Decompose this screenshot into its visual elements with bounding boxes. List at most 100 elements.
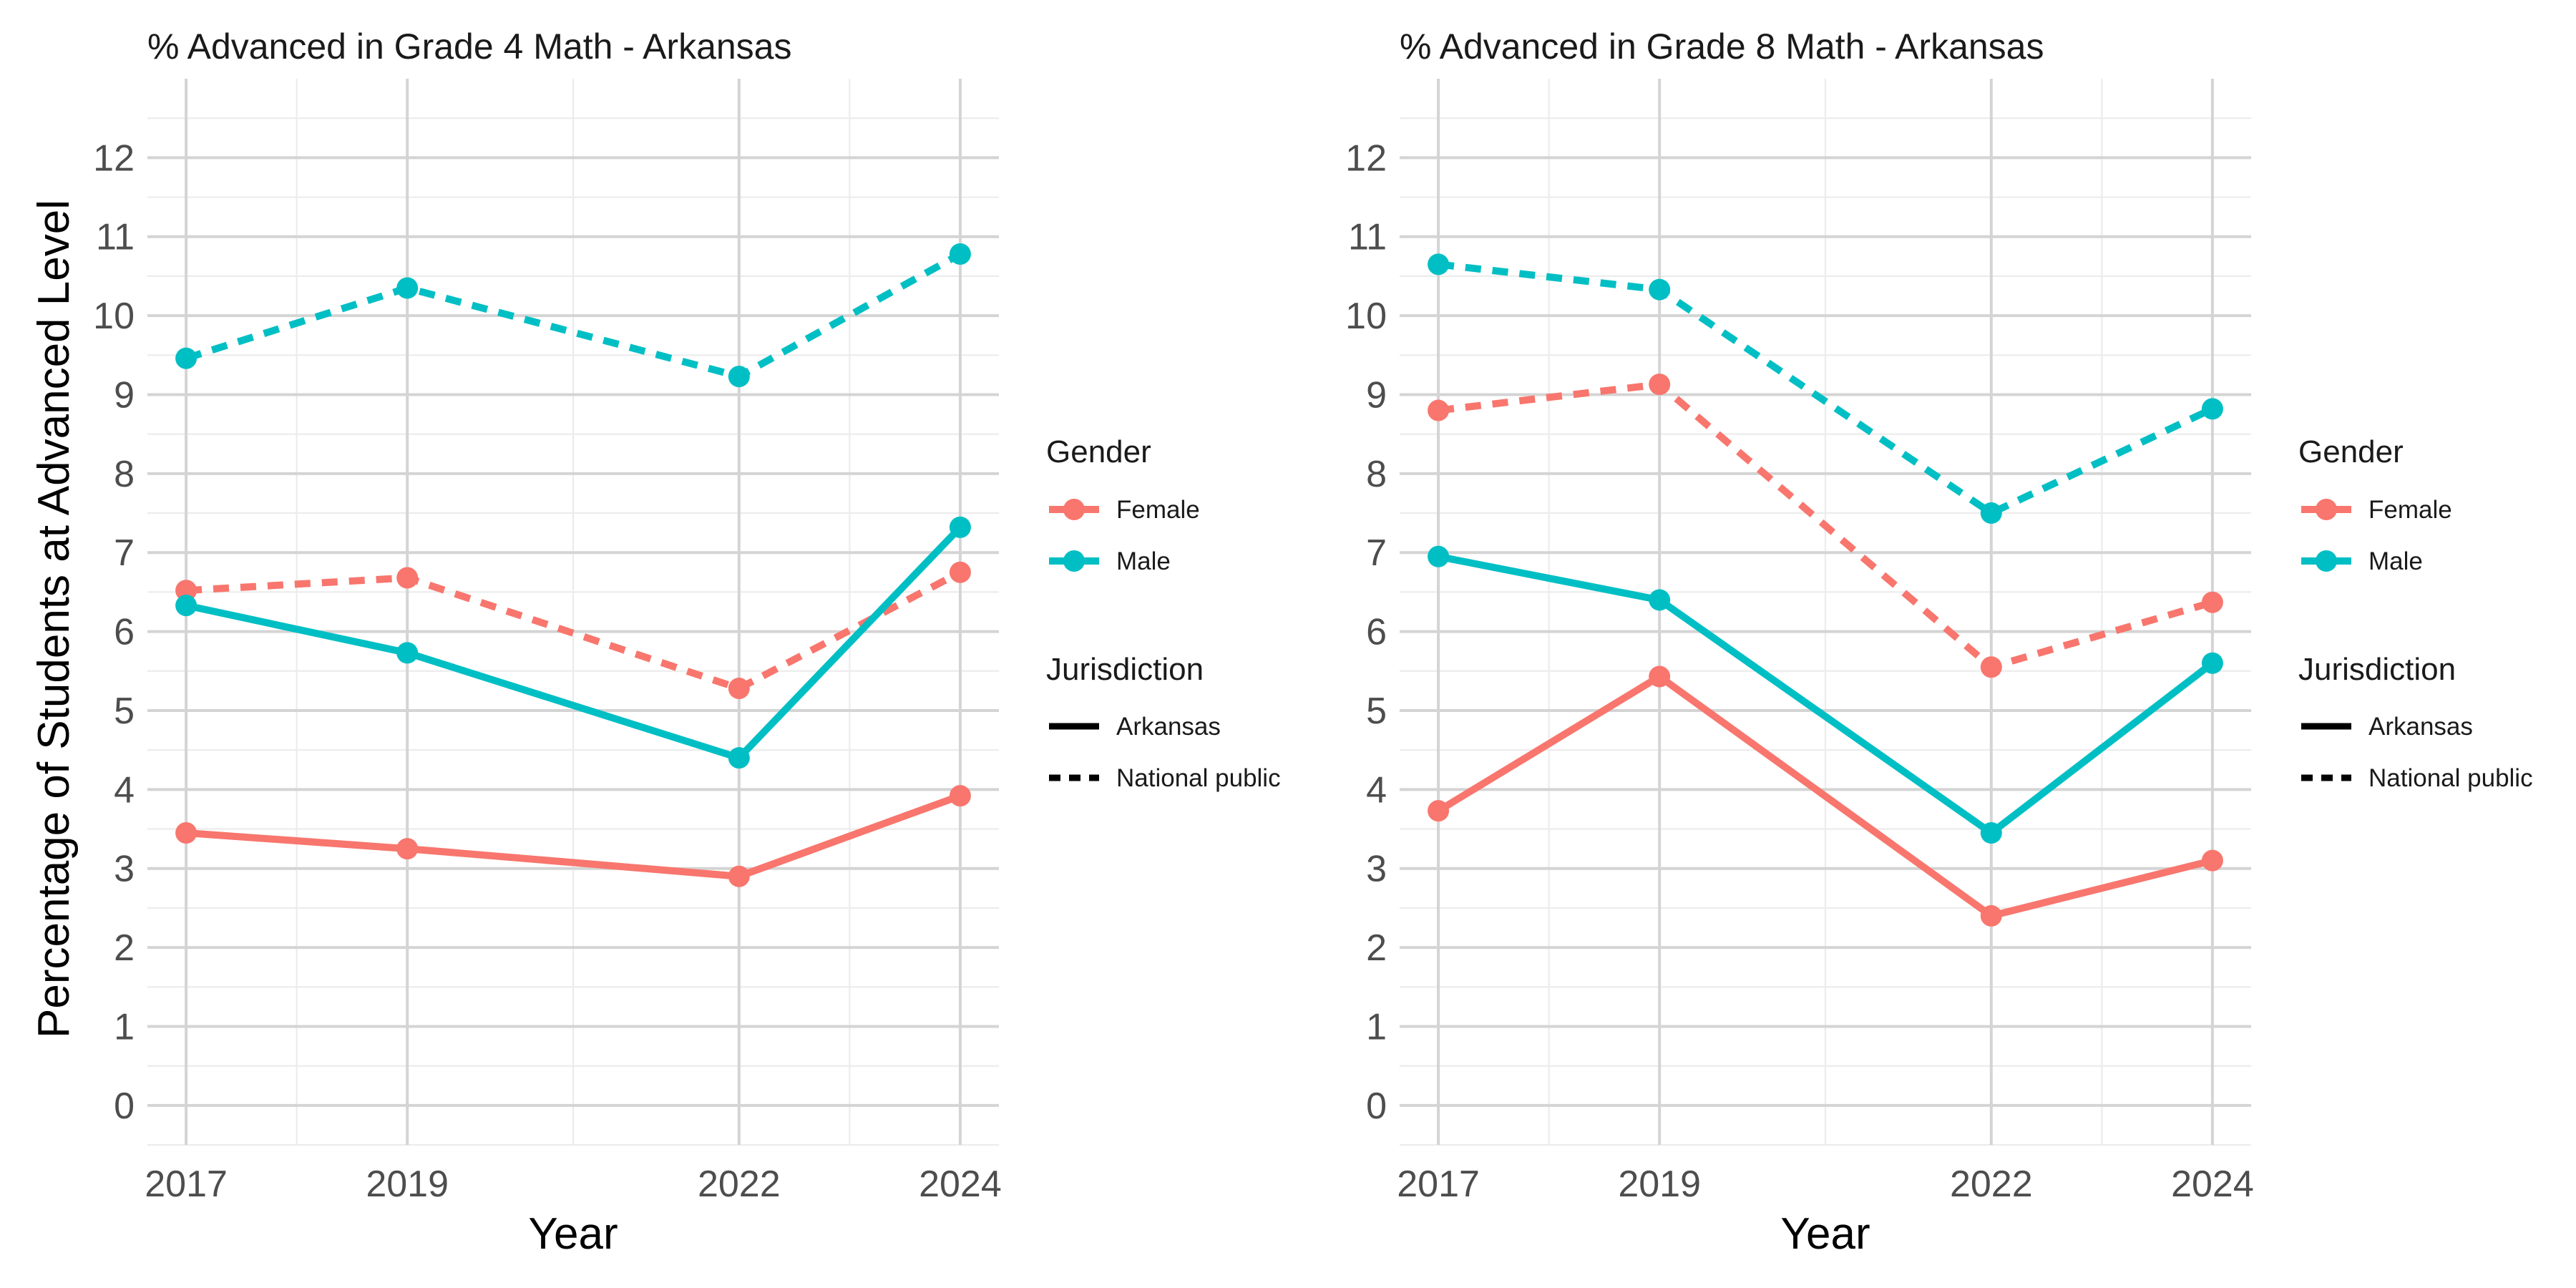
data-point xyxy=(949,561,971,583)
series-line xyxy=(1438,381,2214,671)
data-point xyxy=(175,347,197,369)
data-point xyxy=(2201,398,2223,420)
data-point xyxy=(949,785,971,807)
y-tick-label: 12 xyxy=(93,137,135,179)
x-axis-title: Year xyxy=(528,1209,618,1259)
series-male-national-public xyxy=(1428,253,2223,525)
data-point xyxy=(1980,822,2002,844)
legend-key-point xyxy=(2316,550,2337,572)
series-male-arkansas xyxy=(175,516,971,769)
series-line xyxy=(185,792,962,880)
legend-label: National public xyxy=(2368,764,2533,792)
data-point xyxy=(396,838,419,860)
x-tick-label: 2022 xyxy=(1950,1163,2033,1205)
y-tick-label: 6 xyxy=(114,612,135,653)
legend-label: Male xyxy=(2368,547,2423,575)
chart-title: % Advanced in Grade 4 Math - Arkansas xyxy=(147,26,792,67)
series-line xyxy=(185,525,963,762)
data-point xyxy=(1428,800,1450,822)
data-point xyxy=(2201,652,2223,674)
legend-title-gender: Gender xyxy=(2298,434,2404,469)
legend-label: Female xyxy=(1116,496,1200,524)
data-point xyxy=(1649,665,1671,688)
data-point xyxy=(175,580,197,602)
legend-label: Male xyxy=(1116,547,1171,575)
data-point xyxy=(175,822,197,844)
legend-key-point xyxy=(1063,550,1085,572)
y-axis-title: Percentage of Students at Advanced Level xyxy=(29,200,79,1038)
y-tick-label: 8 xyxy=(1366,454,1387,495)
series-female-arkansas xyxy=(1428,665,2223,927)
data-point xyxy=(1649,374,1671,396)
y-tick-label: 9 xyxy=(114,374,135,416)
data-point xyxy=(175,595,197,617)
data-point xyxy=(1428,545,1450,567)
chart-panel-2: % Advanced in Grade 8 Math - Arkansas012… xyxy=(1345,26,2532,1259)
y-tick-label: 7 xyxy=(114,532,135,574)
legend-key-point xyxy=(2316,499,2337,520)
data-point xyxy=(396,277,419,299)
legend-title-jurisdiction: Jurisdiction xyxy=(2298,652,2456,687)
x-axis-title: Year xyxy=(1780,1209,1870,1259)
x-tick-label: 2019 xyxy=(1618,1163,1701,1205)
x-tick-label: 2024 xyxy=(2171,1163,2254,1205)
y-tick-label: 7 xyxy=(1366,532,1387,574)
y-tick-label: 10 xyxy=(1345,296,1387,337)
y-tick-label: 1 xyxy=(1366,1006,1387,1048)
legend-title-jurisdiction: Jurisdiction xyxy=(1046,652,1204,687)
data-point xyxy=(1980,502,2002,525)
y-tick-label: 12 xyxy=(1345,137,1387,179)
chart-panel-1: % Advanced in Grade 4 Math - Arkansas012… xyxy=(29,26,1281,1259)
y-tick-label: 0 xyxy=(1366,1085,1387,1127)
series-line xyxy=(185,250,962,381)
series-male-arkansas xyxy=(1428,545,2223,844)
y-tick-label: 11 xyxy=(1348,217,1387,258)
x-tick-label: 2022 xyxy=(698,1163,781,1205)
legend-label: Arkansas xyxy=(2368,713,2473,741)
series-line xyxy=(1436,673,2214,919)
series-male-national-public xyxy=(175,243,971,388)
legend-label: National public xyxy=(1116,764,1281,792)
y-tick-label: 6 xyxy=(1366,612,1387,653)
x-tick-label: 2017 xyxy=(145,1163,228,1205)
x-tick-label: 2024 xyxy=(919,1163,1002,1205)
data-point xyxy=(728,678,750,700)
data-point xyxy=(2201,849,2223,872)
data-point xyxy=(1428,253,1450,275)
y-tick-label: 1 xyxy=(114,1006,135,1048)
series-line xyxy=(1438,552,2215,837)
y-tick-label: 5 xyxy=(1366,691,1387,732)
data-point xyxy=(728,366,750,388)
y-tick-label: 9 xyxy=(1366,374,1387,416)
series-female-arkansas xyxy=(175,785,971,887)
legend: Gender Female Male Jurisdiction Arkansas Nati… xyxy=(1046,434,1281,792)
series-line xyxy=(1438,260,2215,517)
legend-label: Female xyxy=(2368,496,2452,524)
data-point xyxy=(396,642,419,664)
y-tick-label: 2 xyxy=(1366,927,1387,969)
y-tick-label: 11 xyxy=(96,217,135,258)
data-point xyxy=(1649,589,1671,611)
x-tick-label: 2017 xyxy=(1397,1163,1480,1205)
data-point xyxy=(1428,399,1450,421)
data-point xyxy=(949,516,971,538)
legend-title-gender: Gender xyxy=(1046,434,1151,469)
series-female-national-public xyxy=(1428,374,2223,678)
y-tick-label: 3 xyxy=(1366,849,1387,890)
y-tick-label: 4 xyxy=(1366,769,1387,811)
legend: Gender Female Male Jurisdiction Arkansas Nati… xyxy=(2298,434,2533,792)
data-point xyxy=(1649,278,1671,301)
data-point xyxy=(2201,591,2223,613)
data-point xyxy=(949,243,971,265)
y-tick-label: 5 xyxy=(114,691,135,732)
y-tick-label: 4 xyxy=(114,769,135,811)
legend-label: Arkansas xyxy=(1116,713,1221,741)
data-point xyxy=(728,747,750,769)
data-point xyxy=(728,865,750,887)
y-tick-label: 3 xyxy=(114,849,135,890)
chart-title: % Advanced in Grade 8 Math - Arkansas xyxy=(1400,26,2044,67)
y-tick-label: 2 xyxy=(114,927,135,969)
y-tick-label: 10 xyxy=(93,296,135,337)
x-tick-label: 2019 xyxy=(366,1163,449,1205)
